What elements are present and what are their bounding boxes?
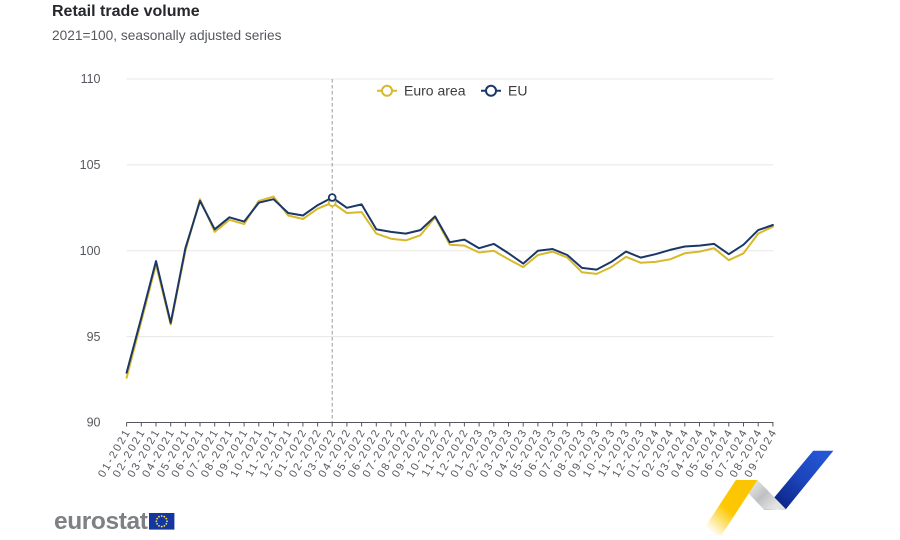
svg-text:105: 105 bbox=[80, 158, 101, 172]
svg-text:EU: EU bbox=[508, 83, 527, 99]
svg-text:90: 90 bbox=[87, 416, 101, 430]
svg-text:eurostat: eurostat bbox=[54, 508, 148, 535]
svg-text:Euro area: Euro area bbox=[404, 83, 466, 99]
svg-text:110: 110 bbox=[81, 72, 101, 86]
svg-text:100: 100 bbox=[80, 244, 101, 258]
svg-text:95: 95 bbox=[87, 330, 101, 344]
